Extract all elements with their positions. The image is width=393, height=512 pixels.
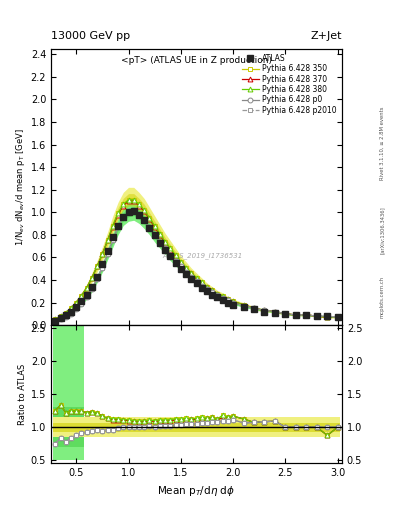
Text: 13000 GeV pp: 13000 GeV pp [51, 31, 130, 41]
Text: ATLAS_2019_I1736531: ATLAS_2019_I1736531 [162, 252, 242, 260]
Text: [arXiv:1306.3436]: [arXiv:1306.3436] [380, 206, 384, 254]
Y-axis label: 1/N$_{ev}$ dN$_{ev}$/d mean p$_{\rm T}$ [GeV]: 1/N$_{ev}$ dN$_{ev}$/d mean p$_{\rm T}$ … [14, 128, 27, 246]
X-axis label: Mean p$_T$/d$\eta$ d$\phi$: Mean p$_T$/d$\eta$ d$\phi$ [158, 484, 235, 498]
Text: mcplots.cern.ch: mcplots.cern.ch [380, 276, 384, 318]
Text: <pT> (ATLAS UE in Z production): <pT> (ATLAS UE in Z production) [121, 56, 272, 65]
Text: Rivet 3.1.10, ≥ 2.8M events: Rivet 3.1.10, ≥ 2.8M events [380, 106, 384, 180]
Text: Z+Jet: Z+Jet [310, 31, 342, 41]
Y-axis label: Ratio to ATLAS: Ratio to ATLAS [18, 364, 27, 425]
Legend: ATLAS, Pythia 6.428 350, Pythia 6.428 370, Pythia 6.428 380, Pythia 6.428 p0, Py: ATLAS, Pythia 6.428 350, Pythia 6.428 37… [241, 52, 338, 116]
